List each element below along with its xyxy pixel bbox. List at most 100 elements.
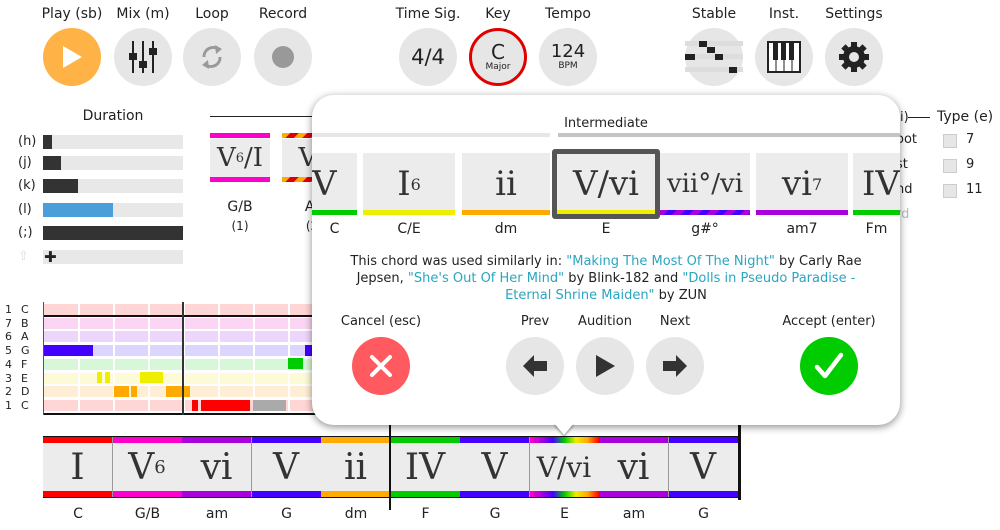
duration-shortcut: (j) — [18, 155, 32, 170]
type-label: 7 — [966, 132, 975, 147]
duration-fill — [43, 226, 183, 240]
inversion-option[interactable]: oot — [896, 132, 918, 147]
type-checkbox[interactable] — [943, 159, 957, 173]
key-value: C — [491, 40, 505, 64]
note-block[interactable] — [305, 345, 313, 356]
stable-button[interactable] — [685, 28, 743, 86]
chord-numeral: IV — [862, 164, 900, 204]
time-sig-button[interactable]: 4/4 — [399, 28, 457, 86]
chord-numeral: V — [690, 446, 716, 488]
suggestion-card[interactable]: vi 7 — [756, 153, 848, 215]
timeline-chord[interactable]: V — [251, 437, 322, 497]
note-block[interactable] — [201, 400, 250, 411]
chord-name: g#° — [691, 221, 719, 237]
timeline-chord[interactable]: V/vi — [529, 437, 600, 497]
color-stripe — [390, 437, 460, 443]
color-stripe — [462, 210, 550, 215]
grid-line — [148, 304, 150, 315]
chord-numeral: I — [70, 446, 85, 488]
play-icon — [596, 355, 615, 377]
duration-fill — [43, 156, 61, 170]
chord-name: E — [601, 221, 611, 237]
note-block[interactable] — [105, 372, 110, 383]
song-link[interactable]: "Making The Most Of The Night" — [566, 254, 775, 269]
grid-line — [78, 331, 80, 343]
type-checkbox[interactable] — [943, 134, 957, 148]
piano-roll-row[interactable] — [43, 304, 333, 315]
note-block[interactable] — [288, 358, 303, 369]
timeline-chord[interactable]: I — [43, 437, 113, 497]
duration-option[interactable] — [43, 156, 183, 170]
loop-button[interactable] — [183, 28, 241, 86]
song-link[interactable]: "She's Out Of Her Mind" — [407, 271, 565, 286]
note-block[interactable] — [192, 400, 198, 411]
color-stripe — [660, 210, 750, 215]
note-block[interactable] — [97, 372, 102, 383]
grid-line — [148, 317, 150, 329]
grid-line — [78, 358, 80, 370]
cancel-button[interactable] — [352, 337, 410, 395]
grid-line — [253, 386, 255, 398]
prev-button[interactable] — [506, 337, 564, 395]
duration-shortcut: ⇧ — [18, 249, 29, 264]
note-block[interactable] — [166, 386, 190, 397]
duration-option[interactable] — [43, 226, 183, 240]
key-button[interactable]: C Major — [469, 28, 527, 86]
playhead-end — [738, 425, 741, 500]
inversion-option[interactable]: nd — [896, 182, 913, 197]
chord-card[interactable]: V 6/I — [210, 139, 270, 177]
note-block[interactable] — [114, 386, 129, 397]
duration-option[interactable] — [43, 135, 183, 149]
audition-button[interactable] — [576, 337, 634, 395]
timeline-chord[interactable]: ii — [321, 437, 391, 497]
grid-line — [113, 304, 115, 315]
note-block[interactable] — [140, 372, 163, 383]
piano-roll-row[interactable] — [43, 317, 333, 329]
note-block[interactable] — [43, 345, 93, 356]
timeline-chord[interactable]: V — [460, 437, 530, 497]
record-button[interactable] — [254, 28, 312, 86]
duration-option[interactable]: ✚ — [43, 250, 183, 265]
grid-line — [78, 399, 80, 411]
piano-roll-row[interactable] — [43, 399, 333, 411]
duration-option[interactable] — [43, 203, 183, 217]
piano-roll-row[interactable] — [43, 331, 333, 343]
grid-line — [253, 345, 255, 357]
timeline-chord[interactable]: vi — [182, 437, 252, 497]
note-block[interactable] — [131, 386, 137, 397]
chord-name: G/B — [227, 199, 253, 215]
timeline-chord[interactable]: V — [668, 437, 739, 497]
piano-roll-row[interactable] — [43, 372, 333, 384]
instrument-button[interactable] — [755, 28, 813, 86]
inversion-option[interactable]: st — [896, 157, 908, 172]
timeline-chord[interactable]: vi — [599, 437, 669, 497]
mix-button[interactable] — [114, 28, 172, 86]
color-stripe — [210, 133, 270, 138]
type-checkbox[interactable] — [943, 184, 957, 198]
suggestion-card[interactable]: vii°/vi — [660, 153, 750, 215]
tempo-button[interactable]: 124 BPM — [539, 28, 597, 86]
grid-line — [148, 331, 150, 343]
color-stripe — [182, 491, 251, 497]
suggestion-card[interactable]: IV — [853, 153, 900, 215]
note-block[interactable] — [253, 400, 286, 411]
song-link[interactable]: "Dolls in Pseudo Paradise - Eternal Shri… — [505, 271, 856, 303]
duration-option[interactable] — [43, 179, 183, 193]
loop-icon — [202, 45, 222, 69]
next-button[interactable] — [646, 337, 704, 395]
accept-button[interactable] — [800, 337, 858, 395]
timeline-chord[interactable]: IV — [390, 437, 461, 497]
suggestion-card[interactable]: V — [312, 153, 357, 215]
grid-line — [183, 331, 185, 343]
settings-button[interactable] — [825, 28, 883, 86]
play-button[interactable] — [43, 28, 101, 86]
grid-line — [78, 304, 80, 315]
suggestion-card[interactable]: ii — [462, 153, 550, 215]
suggestion-card[interactable]: V/vi — [557, 153, 655, 215]
mixer-icon — [129, 41, 157, 73]
